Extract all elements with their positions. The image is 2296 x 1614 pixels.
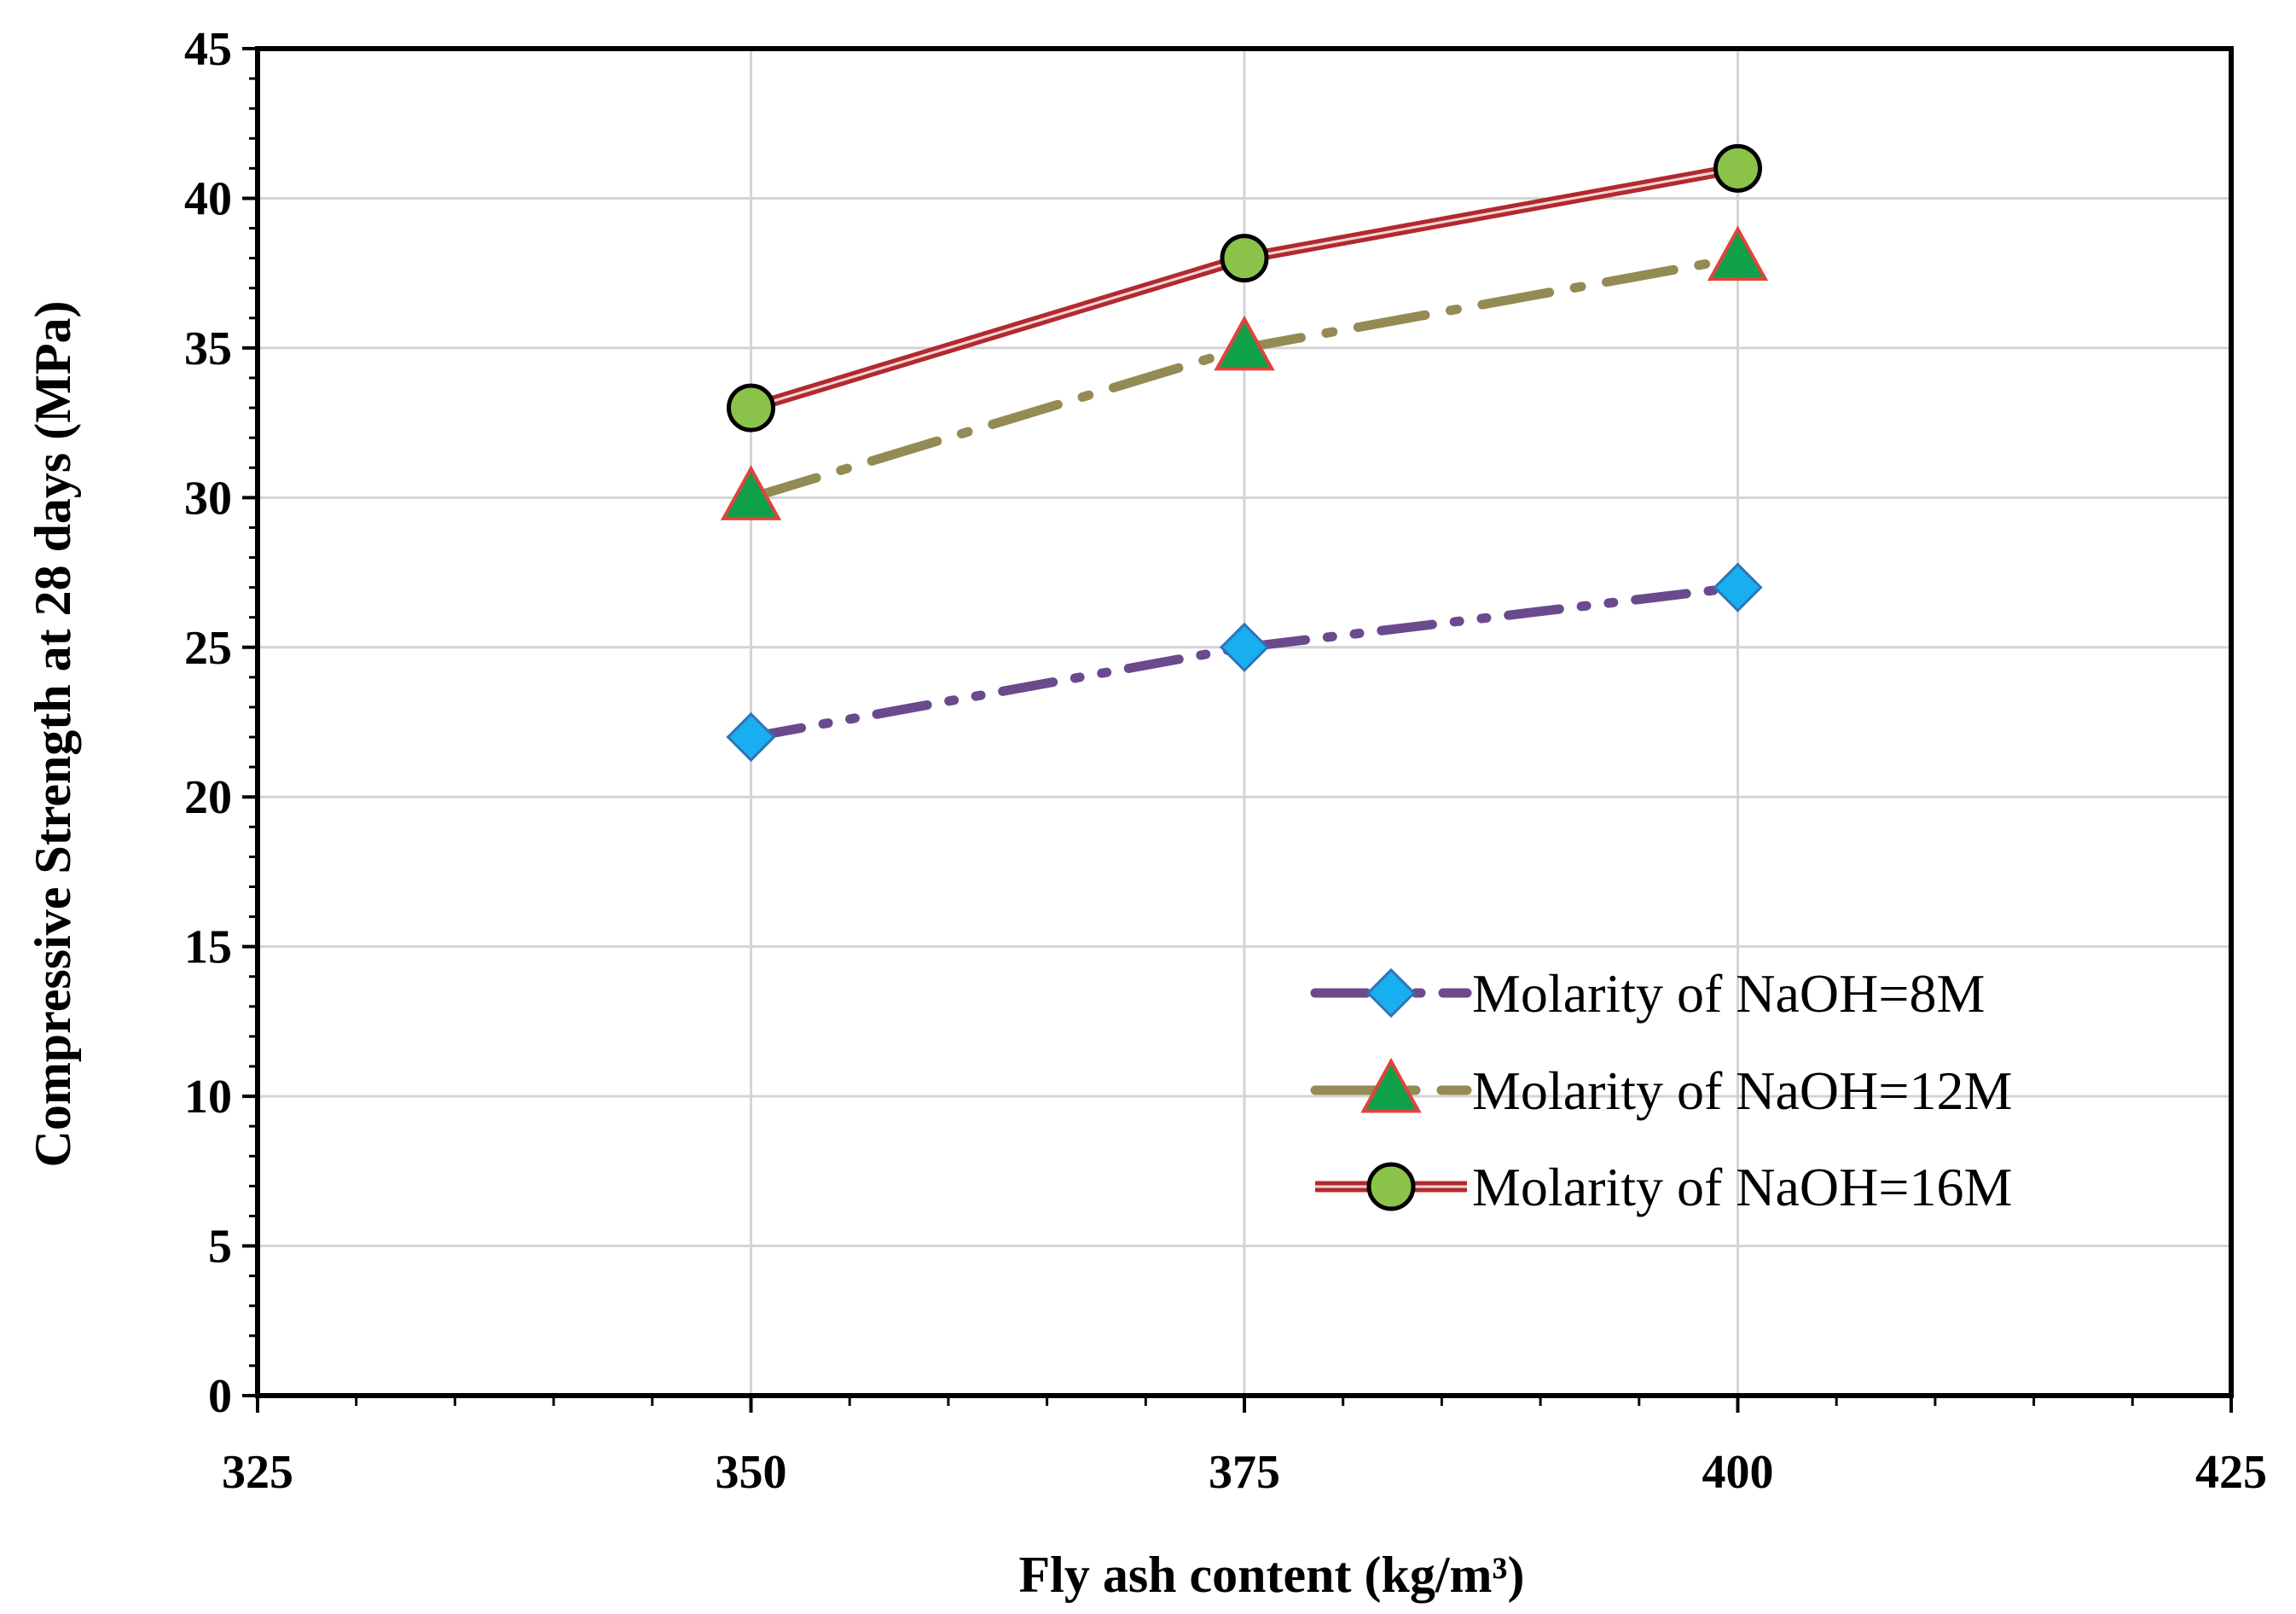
x-axis-title: Fly ash content (kg/m³)	[1019, 1547, 1525, 1603]
x-tick-label: 375	[1209, 1446, 1280, 1499]
series-1	[726, 562, 1763, 763]
y-tick-label: 20	[184, 771, 232, 824]
legend-entry: Molarity of NaOH=16M	[1315, 1157, 2012, 1217]
series-layer	[720, 143, 1769, 763]
legend-label: Molarity of NaOH=8M	[1472, 963, 1985, 1024]
legend-marker	[1360, 1057, 1422, 1113]
x-tick-label: 425	[2195, 1446, 2267, 1499]
series-2	[720, 225, 1769, 520]
legend-marker	[1365, 967, 1417, 1019]
tick-labels: 0 5 10 15 20 25 30 35 40 45 325 350 375 400 425	[184, 23, 2267, 1499]
y-tick-label: 25	[184, 622, 232, 675]
data-point	[726, 711, 776, 763]
legend-label: Molarity of NaOH=16M	[1472, 1157, 2012, 1217]
y-tick-label: 30	[184, 472, 232, 525]
data-point	[1219, 622, 1270, 672]
y-tick-label: 5	[208, 1221, 232, 1274]
data-point	[720, 465, 782, 520]
series-3	[727, 143, 1762, 433]
legend-marker	[1366, 1162, 1416, 1211]
data-point	[1707, 225, 1769, 282]
data-point	[1220, 234, 1269, 283]
y-tick-label: 15	[184, 921, 232, 974]
y-tick-label: 10	[184, 1071, 232, 1123]
y-tick-label: 0	[208, 1370, 232, 1423]
legend-label: Molarity of NaOH=12M	[1472, 1060, 2012, 1121]
x-tick-label: 400	[1702, 1446, 1774, 1499]
y-tick-label: 35	[184, 322, 232, 375]
legend-entry: Molarity of NaOH=12M	[1310, 1057, 2012, 1121]
x-tick-label: 325	[222, 1446, 293, 1499]
y-tick-label: 40	[184, 172, 232, 225]
series-line	[746, 583, 1742, 742]
legend: Molarity of NaOH=8M Molarity of NaOH=12M M…	[1310, 963, 2012, 1217]
legend-entry: Molarity of NaOH=8M	[1310, 963, 1985, 1024]
axis-titles: Fly ash content (kg/m³) Compressive Stre…	[25, 300, 1524, 1603]
axes-layer	[242, 46, 2234, 1413]
data-point	[1713, 562, 1763, 613]
data-point	[1713, 143, 1762, 193]
data-point	[727, 383, 775, 433]
x-tick-label: 350	[716, 1446, 787, 1499]
y-tick-label: 45	[184, 23, 232, 76]
data-point	[1214, 315, 1275, 371]
y-axis-title: Compressive Strength at 28 days (MPa)	[25, 300, 81, 1167]
